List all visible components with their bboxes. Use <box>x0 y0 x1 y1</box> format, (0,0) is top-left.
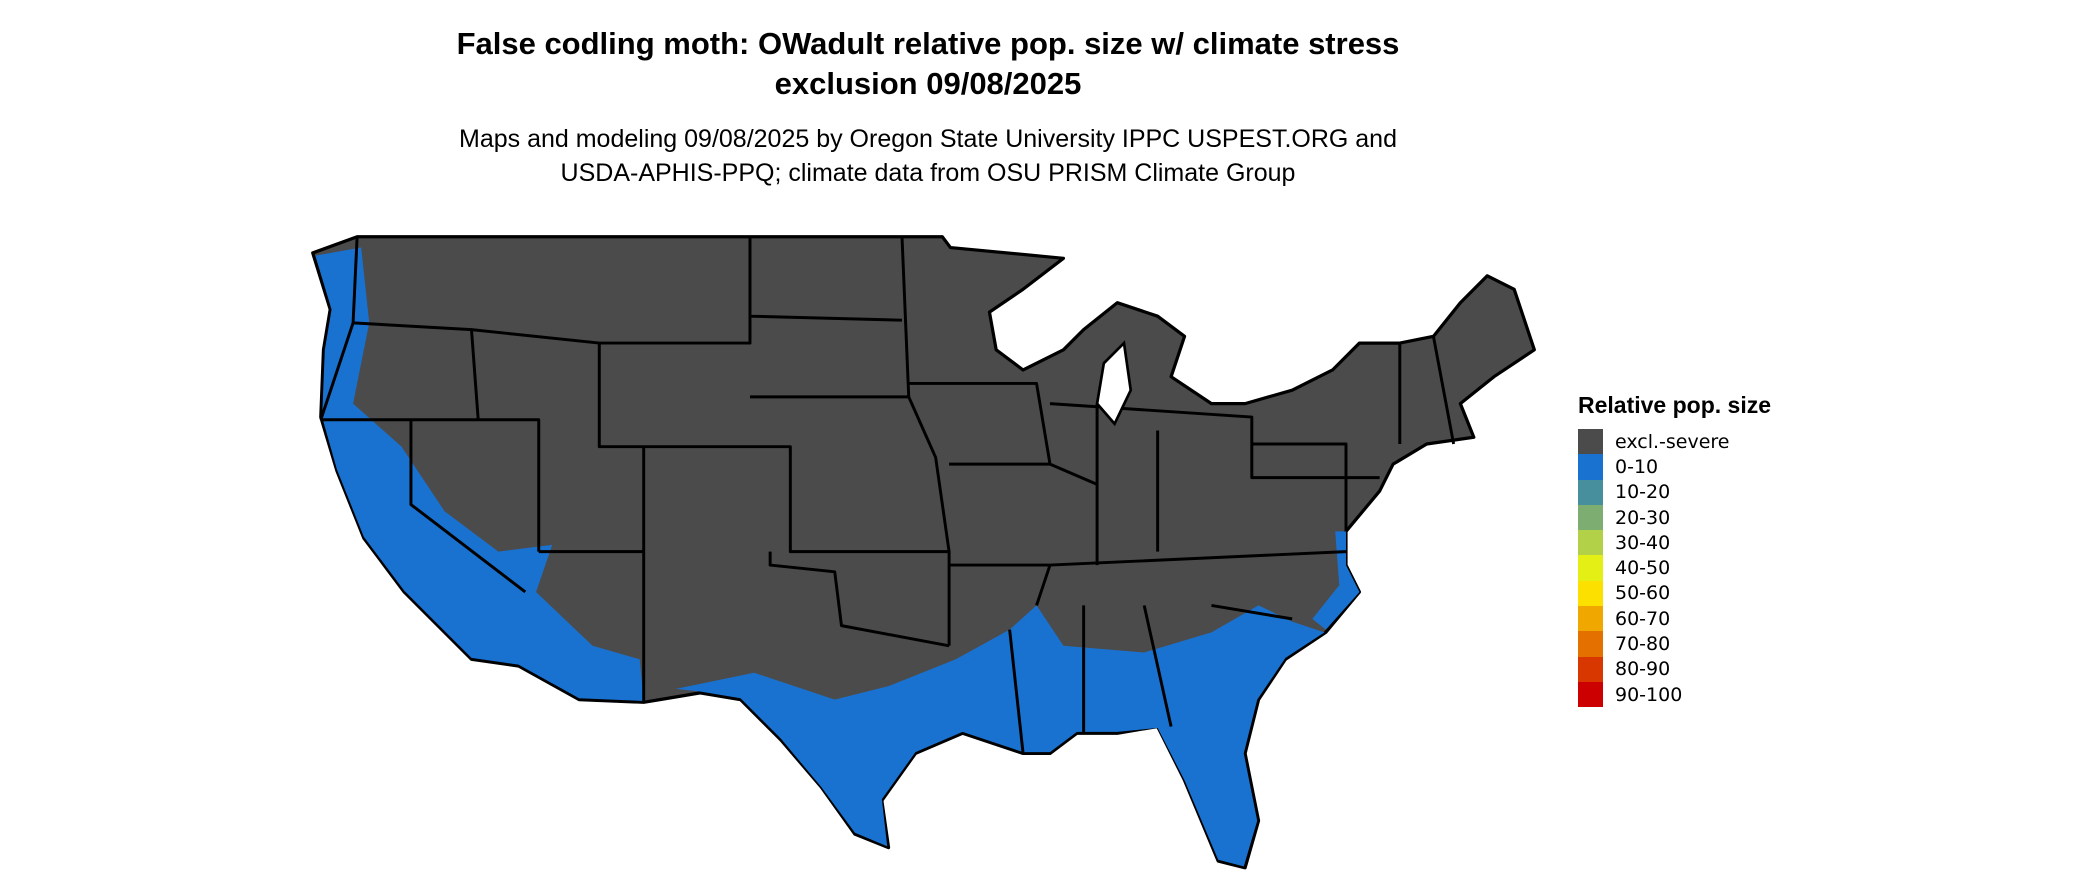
map-subtitle: Maps and modeling 09/08/2025 by Oregon S… <box>0 122 1856 190</box>
legend-label: 70-80 <box>1615 633 1671 656</box>
legend-swatch <box>1578 454 1603 480</box>
legend-label: 60-70 <box>1615 607 1671 630</box>
lake-michigan <box>1095 340 1133 427</box>
region-0-10-south <box>675 605 1325 867</box>
legend-label: 50-60 <box>1615 582 1671 605</box>
legend-item: 10-20 <box>1578 479 1771 505</box>
legend-label: 20-30 <box>1615 506 1671 529</box>
legend-swatch <box>1578 429 1603 455</box>
legend-label: 30-40 <box>1615 531 1671 554</box>
legend: Relative pop. size excl.-severe 0-10 10-20… <box>1578 392 1772 708</box>
legend-label: 10-20 <box>1615 481 1671 504</box>
legend-label: 0-10 <box>1615 455 1659 478</box>
legend-items: excl.-severe 0-10 10-20 20-30 30-40 40-50 50-6… <box>1578 429 1771 708</box>
legend-title: Relative pop. size <box>1578 392 1772 418</box>
legend-item: 40-50 <box>1578 555 1771 581</box>
legend-item: 50-60 <box>1578 580 1771 607</box>
legend-item: excl.-severe <box>1578 429 1771 455</box>
subtitle-line-2: USDA-APHIS-PPQ; climate data from OSU PR… <box>560 159 1296 187</box>
legend-label: 40-50 <box>1615 557 1671 580</box>
state-borders <box>319 236 1456 754</box>
legend-item: 60-70 <box>1578 606 1771 632</box>
legend-swatch <box>1578 606 1603 632</box>
legend-swatch <box>1578 530 1603 556</box>
legend-swatch <box>1578 504 1603 531</box>
subtitle-line-1: Maps and modeling 09/08/2025 by Oregon S… <box>459 125 1397 153</box>
region-0-10-east-coast <box>1312 531 1360 630</box>
legend-item: 90-100 <box>1578 681 1771 708</box>
legend-swatch <box>1578 631 1603 657</box>
legend-swatch <box>1578 479 1603 505</box>
legend-swatch <box>1578 681 1603 708</box>
legend-swatch <box>1578 656 1603 682</box>
map-title: False codling moth: OWadult relative pop… <box>0 24 1856 104</box>
legend-swatch <box>1578 580 1603 607</box>
legend-item: 80-90 <box>1578 656 1771 682</box>
region-0-10-west <box>315 247 644 701</box>
legend-item: 70-80 <box>1578 631 1771 657</box>
legend-label: 90-100 <box>1615 683 1683 706</box>
legend-item: 0-10 <box>1578 454 1771 480</box>
legend-item: 20-30 <box>1578 504 1771 531</box>
title-line-2: exclusion 09/08/2025 <box>774 66 1082 101</box>
legend-label: excl.-severe <box>1615 430 1730 453</box>
title-line-1: False codling moth: OWadult relative pop… <box>456 26 1400 61</box>
legend-label: 80-90 <box>1615 658 1671 681</box>
legend-item: 30-40 <box>1578 530 1771 556</box>
legend-swatch <box>1578 555 1603 581</box>
